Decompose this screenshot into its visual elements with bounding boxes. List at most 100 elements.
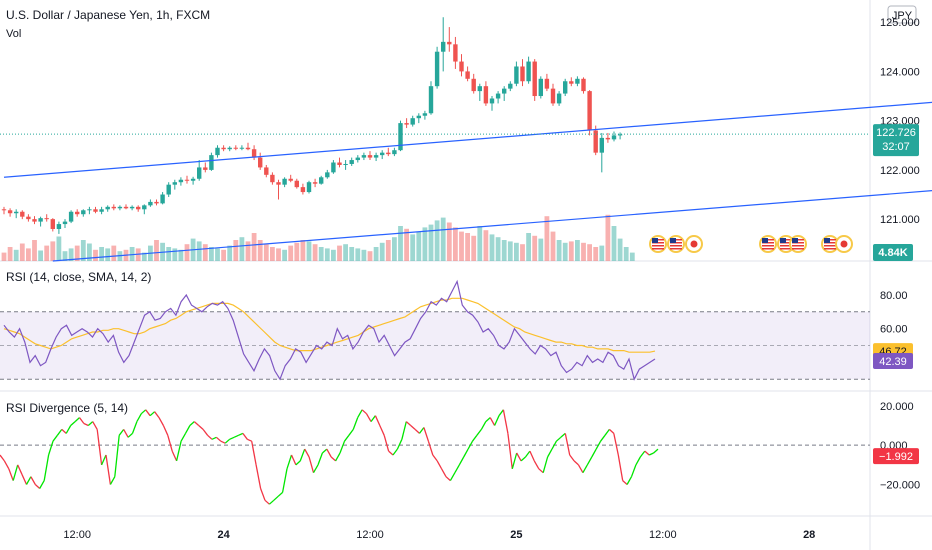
rsi-pane[interactable] (0, 279, 870, 381)
price-tick-label: 125.000 (880, 17, 920, 29)
divergence-segment (613, 433, 619, 456)
candle (453, 36, 458, 69)
candle (447, 27, 452, 52)
volume-bar (209, 247, 214, 261)
candle (166, 182, 171, 197)
divergence-segment (56, 429, 63, 436)
divergence-segment (617, 454, 624, 481)
divergence-segment (410, 425, 416, 430)
japan-event-icon[interactable] (835, 235, 853, 253)
divergence-segment (352, 417, 359, 430)
japan-event-icon[interactable] (685, 235, 703, 253)
divergence-segment (3, 460, 10, 470)
candle (312, 178, 318, 188)
divergence-segment (114, 435, 120, 477)
divergence-segment (343, 434, 350, 442)
divergence-segment (149, 411, 156, 417)
divergence-segment (427, 441, 434, 456)
candle (520, 59, 525, 87)
rsi-value: 42.39 (879, 356, 907, 368)
us-event-icon[interactable] (667, 235, 685, 253)
volume-bar (501, 240, 507, 261)
volume-bar (221, 249, 226, 261)
divergence-segment (348, 429, 354, 436)
candle (508, 81, 513, 92)
divergence-segment (92, 421, 98, 430)
divergence-segment (12, 464, 19, 481)
divergence-segment (441, 468, 447, 478)
candle (502, 86, 507, 101)
candle (428, 81, 434, 115)
candle (434, 46, 440, 89)
volume-bar (526, 233, 531, 261)
volume-bar (617, 238, 623, 261)
divergence-segment (622, 480, 628, 485)
us-event-icon[interactable] (789, 235, 807, 253)
volume-bar (385, 240, 391, 261)
divergence-segment (388, 450, 394, 456)
volume-bar (373, 247, 379, 261)
candle (392, 147, 397, 157)
rsi-divergence-pane[interactable] (0, 409, 870, 505)
volume-bar (7, 247, 13, 261)
divergence-segment (644, 450, 650, 456)
candle (26, 214, 31, 222)
channel-upper-line[interactable] (3, 49, 932, 178)
candle (465, 66, 470, 82)
volume-bar (26, 248, 31, 261)
volume-bar (74, 245, 80, 261)
volume-bar (172, 248, 178, 261)
candle (68, 210, 74, 224)
volume-bar (434, 220, 440, 261)
divergence-segment (312, 464, 319, 474)
candle (550, 83, 556, 106)
divergence-segment (233, 434, 239, 438)
volume-bar (19, 243, 25, 261)
candle (270, 172, 275, 185)
volume-bar (367, 251, 373, 261)
divergence-segment (74, 417, 80, 423)
divergence-segment (454, 464, 460, 474)
candle (471, 73, 476, 94)
volume-bar (440, 217, 446, 261)
volume-bar (520, 244, 525, 261)
divergence-segment (542, 456, 549, 473)
volume-bar (166, 247, 172, 261)
divergence-segment (374, 415, 381, 426)
price-pane[interactable] (0, 17, 932, 262)
divergence-tick-label: 20.000 (880, 401, 914, 413)
time-tick-label: 25 (510, 529, 522, 541)
divergence-segment (180, 433, 187, 442)
divergence-segment (564, 433, 571, 456)
divergence-segment (379, 425, 385, 436)
candle (178, 177, 184, 186)
divergence-segment (569, 454, 575, 462)
divergence-segment (626, 476, 633, 485)
volume-bar (629, 252, 635, 261)
price-scale[interactable]: JPY 125.000124.000123.000122.000121.000 … (873, 5, 920, 261)
time-tick-label: 12:00 (356, 529, 384, 541)
volume-bar (623, 247, 629, 261)
divergence-segment (547, 448, 553, 458)
volume-bar (379, 242, 385, 261)
divergence-segment (34, 484, 41, 489)
divergence-segment (538, 468, 544, 474)
us-event-icon[interactable] (649, 235, 667, 253)
divergence-segment (326, 448, 332, 458)
candle (184, 175, 190, 184)
candles (1, 17, 623, 234)
divergence-segment (449, 472, 456, 481)
currency-badge[interactable] (887, 5, 917, 24)
us-event-icon[interactable] (759, 235, 777, 253)
candle (617, 132, 623, 140)
candle (282, 177, 287, 188)
channel-lower-line[interactable] (52, 143, 932, 262)
time-axis[interactable]: 12:002412:002512:002812:002912:003012:00… (63, 529, 932, 541)
divergence-segment (436, 460, 443, 470)
divergence-segment (653, 448, 659, 454)
divergence-segment (471, 434, 478, 442)
volume-bar (318, 247, 324, 261)
candle (404, 118, 409, 129)
volume-value: 4.84K (878, 247, 907, 259)
candle (361, 152, 367, 161)
